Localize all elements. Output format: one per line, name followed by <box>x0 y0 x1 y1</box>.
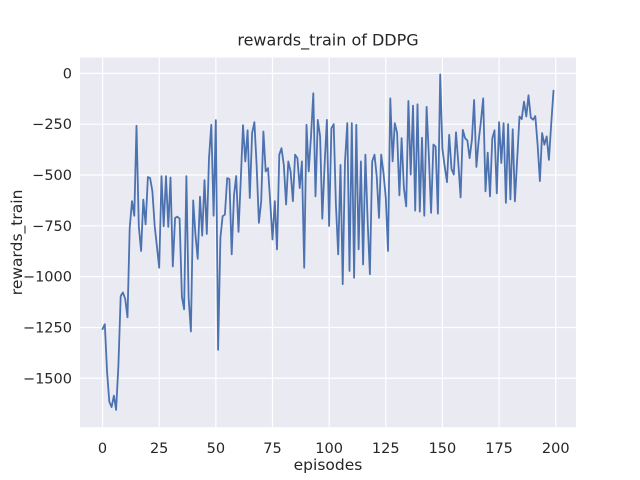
x-tick-label: 25 <box>150 441 168 457</box>
y-tick-label: −750 <box>32 219 72 235</box>
data-line-rewards-train <box>101 73 555 411</box>
y-tick-label: −1000 <box>23 270 72 286</box>
y-tick-label: 0 <box>63 66 72 82</box>
x-tick-label: 175 <box>485 441 513 457</box>
x-tick-label: 50 <box>207 441 225 457</box>
x-tick-label: 200 <box>542 441 570 457</box>
x-tick-label: 100 <box>315 441 343 457</box>
x-tick-label: 125 <box>372 441 400 457</box>
x-tick-label: 75 <box>263 441 281 457</box>
plot-area <box>80 57 576 428</box>
x-tick-label: 150 <box>429 441 457 457</box>
x-tick-label: 0 <box>98 441 107 457</box>
y-tick-label: −1250 <box>23 320 72 336</box>
y-tick-label: −1500 <box>23 371 72 387</box>
y-tick-label: −500 <box>32 168 72 184</box>
x-axis-label: episodes <box>294 456 363 474</box>
y-axis-label: rewards_train <box>8 190 27 296</box>
chart-title: rewards_train of DDPG <box>237 31 418 51</box>
y-tick-label: −250 <box>32 117 72 133</box>
